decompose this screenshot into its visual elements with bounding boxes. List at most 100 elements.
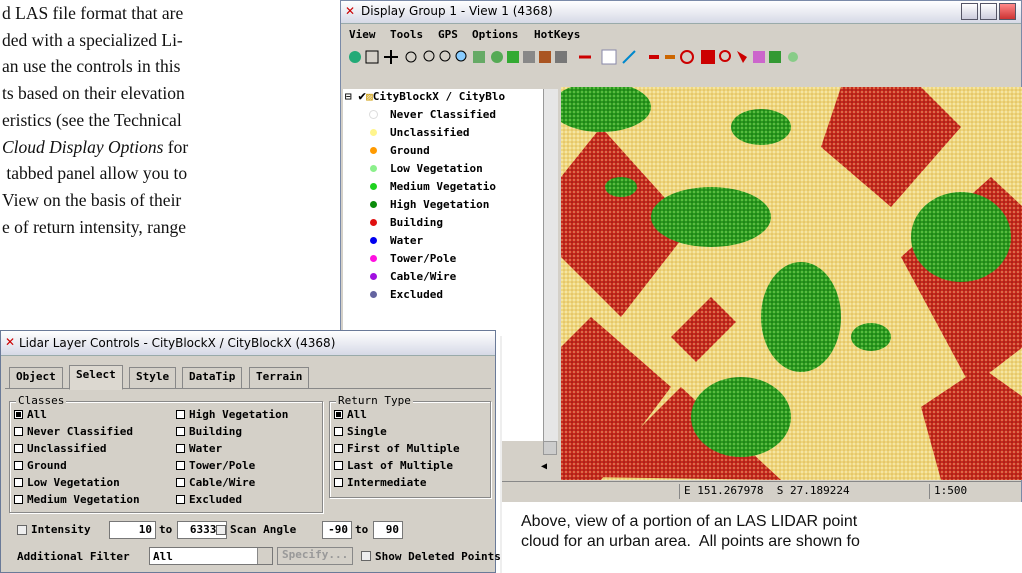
- option-label: Cable/Wire: [189, 476, 256, 489]
- range-from[interactable]: -90: [322, 521, 352, 539]
- checkbox: [176, 410, 185, 419]
- legend-item: Building: [343, 215, 543, 231]
- legend-swatch: [370, 147, 377, 154]
- checkbox: [334, 478, 343, 487]
- app-icon: ✕: [345, 4, 356, 18]
- range-label: Intensity: [31, 523, 91, 536]
- checkbox: [334, 444, 343, 453]
- group-title: Return Type: [336, 394, 413, 407]
- deleted-label: Show Deleted Points: [375, 550, 501, 563]
- option-label: Medium Vegetation: [27, 493, 140, 506]
- app-icon: ✕: [5, 335, 16, 349]
- checkbox-option[interactable]: All: [334, 408, 367, 421]
- menu-item[interactable]: View: [349, 28, 376, 41]
- checkbox-option[interactable]: Building: [176, 425, 242, 438]
- legend-item: Never Classified: [343, 107, 543, 123]
- checkbox-option[interactable]: High Vegetation: [176, 408, 288, 421]
- menu-item[interactable]: HotKeys: [534, 28, 581, 41]
- legend-item: Medium Vegetatio: [343, 179, 543, 195]
- text-line: d LAS file format that are: [2, 3, 184, 23]
- legend-swatch: [370, 255, 377, 262]
- text-line: an use the controls in this: [2, 56, 181, 77]
- text-line: eristics (see the Technical: [2, 109, 182, 130]
- legend-swatch: [370, 237, 377, 244]
- legend-label: Low Vegetation: [390, 162, 483, 175]
- text-line: tabbed panel allow you to: [2, 163, 188, 184]
- range-to[interactable]: 90: [373, 521, 403, 539]
- option-label: First of Multiple: [347, 442, 460, 455]
- checkbox-option[interactable]: Cable/Wire: [176, 476, 255, 489]
- checkbox: [14, 461, 23, 470]
- toggle[interactable]: [216, 525, 226, 535]
- checkbox: [334, 410, 343, 419]
- scroll-left-arrow[interactable]: ◀: [541, 461, 548, 472]
- tab[interactable]: Select: [69, 365, 123, 390]
- legend-label: High Vegetation: [390, 198, 490, 211]
- layer-row[interactable]: ⊟ ✔▨CityBlockX / CityBlo: [345, 89, 506, 104]
- minimize-button[interactable]: [961, 3, 978, 20]
- dropdown-arrow: [257, 548, 272, 564]
- legend-label: Never Classified: [390, 108, 496, 121]
- toggle[interactable]: [17, 525, 27, 535]
- option-label: Low Vegetation: [27, 476, 120, 489]
- checkbox: [334, 427, 343, 436]
- text: for: [163, 136, 189, 157]
- checkbox: [14, 478, 23, 487]
- tab[interactable]: Terrain: [249, 367, 310, 388]
- legend-swatch: [370, 201, 377, 208]
- menu-item[interactable]: Tools: [390, 28, 424, 41]
- vertical-scrollbar[interactable]: [543, 89, 558, 441]
- range-from[interactable]: 10: [109, 521, 156, 539]
- checkbox-option[interactable]: Tower/Pole: [176, 459, 255, 472]
- legend-label: Ground: [390, 144, 430, 157]
- checkbox-option[interactable]: Medium Vegetation: [14, 493, 140, 506]
- checkbox-option[interactable]: Unclassified: [14, 442, 106, 455]
- text-line: ded with a specialized Li-: [2, 29, 183, 50]
- legend-swatch: [370, 273, 377, 280]
- resize-corner: [543, 441, 557, 455]
- checkbox: [334, 461, 343, 470]
- checkbox-option[interactable]: Last of Multiple: [334, 459, 453, 472]
- tab[interactable]: Object: [9, 367, 63, 388]
- text-line: Cloud Display Options for: [2, 137, 188, 158]
- close-button[interactable]: [999, 3, 1016, 20]
- checkbox-option[interactable]: Never Classified: [14, 425, 133, 438]
- specify-button[interactable]: Specify...: [277, 547, 354, 565]
- checkbox-option[interactable]: Single: [334, 425, 387, 438]
- legend-item: Water: [343, 233, 543, 249]
- checkbox-option[interactable]: Low Vegetation: [14, 476, 120, 489]
- text-line: e of return intensity, range: [2, 216, 187, 237]
- legend-swatch: [370, 183, 377, 190]
- tab[interactable]: Style: [129, 367, 177, 388]
- legend-label: Unclassified: [390, 126, 470, 139]
- range-to[interactable]: 63338: [177, 521, 227, 539]
- document-text: d LAS file format that are ded with a spe…: [0, 0, 320, 300]
- option-label: Single: [347, 425, 387, 438]
- checkbox-option[interactable]: First of Multiple: [334, 442, 460, 455]
- maximize-button[interactable]: [980, 3, 997, 20]
- legend-item: Tower/Pole: [343, 251, 543, 267]
- checkbox-option[interactable]: Excluded: [176, 493, 242, 506]
- option-label: Tower/Pole: [189, 459, 256, 472]
- group-title: Classes: [16, 394, 67, 407]
- menu-item[interactable]: Options: [472, 28, 519, 41]
- legend-label: Cable/Wire: [390, 270, 457, 283]
- filter-dropdown[interactable]: All: [149, 547, 273, 565]
- checkbox-option[interactable]: All: [14, 408, 47, 421]
- option-label: Water: [189, 442, 223, 455]
- toolbar-icons[interactable]: [349, 49, 798, 65]
- option-label: Last of Multiple: [347, 459, 453, 472]
- caption-line: Above, view of a portion of an LAS LIDAR…: [521, 513, 858, 530]
- option-label: Excluded: [189, 493, 242, 506]
- checkbox: [176, 478, 185, 487]
- legend-swatch: [370, 219, 377, 226]
- checkbox-option[interactable]: Intermediate: [334, 476, 426, 489]
- checkbox-option[interactable]: Ground: [14, 459, 67, 472]
- checkbox-option[interactable]: Water: [176, 442, 222, 455]
- option-label: Intermediate: [347, 476, 427, 489]
- tab[interactable]: DataTip: [182, 367, 243, 388]
- legend-item: Cable/Wire: [343, 269, 543, 285]
- toggle[interactable]: [361, 551, 371, 561]
- menu-item[interactable]: GPS: [438, 28, 458, 41]
- range-label: Scan Angle: [230, 523, 297, 536]
